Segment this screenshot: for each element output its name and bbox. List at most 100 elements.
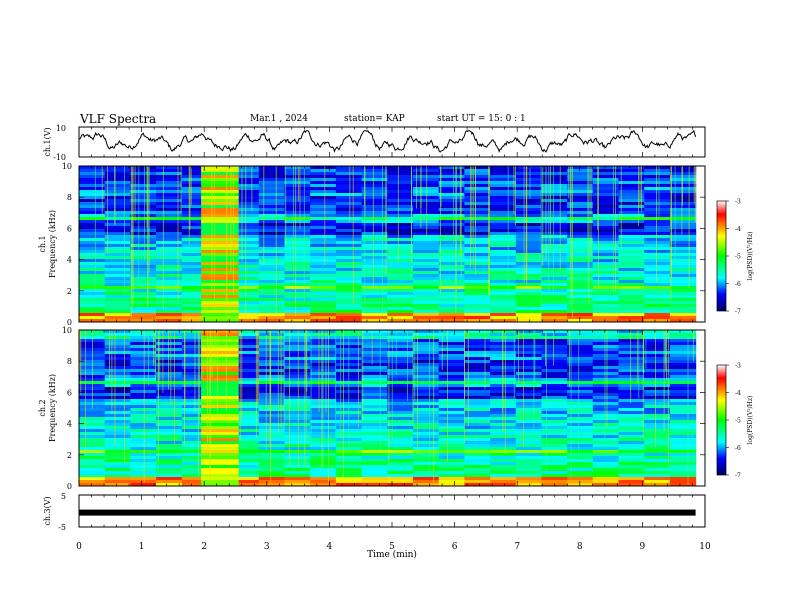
spectrogram-cell: [464, 456, 491, 460]
spectrogram-cell: [156, 396, 183, 400]
spectrogram-cell: [156, 399, 183, 403]
spectrogram-cell: [130, 375, 157, 379]
spectrogram-cell: [258, 396, 286, 400]
spectrogram-cell: [413, 390, 440, 394]
spectrogram-cell: [464, 181, 491, 185]
spectrogram-cell: [592, 196, 620, 200]
spectrogram-cell: [104, 432, 131, 436]
spectrogram-cell: [541, 435, 568, 439]
spectrogram-cell: [284, 333, 311, 337]
spectrogram-cell: [387, 232, 414, 236]
spectrogram-cell: [233, 181, 260, 185]
spectrogram-cell: [644, 459, 671, 463]
spectrogram-cell: [284, 313, 311, 317]
spectrogram-cell: [567, 244, 594, 248]
spectrogram-cell: [310, 250, 337, 254]
spectrogram-cell: [156, 307, 183, 311]
spectrogram-cell: [618, 384, 645, 388]
burst-cell: [201, 468, 239, 472]
spectrogram-cell: [490, 223, 517, 227]
spectrogram-cell: [592, 259, 620, 263]
spectrogram-cell: [387, 211, 414, 215]
colorbar-tick-label: -5: [735, 418, 741, 425]
spectrogram-cell: [258, 438, 286, 442]
spectrogram-cell: [541, 456, 568, 460]
spectrogram-cell: [284, 387, 311, 391]
spectrogram-cell: [130, 241, 157, 245]
spectrogram-cell: [464, 301, 491, 305]
spectrogram-cell: [156, 465, 183, 469]
spectrogram-cell: [310, 298, 337, 302]
spectrogram-cell: [464, 292, 491, 296]
spectrogram-cell: [361, 342, 388, 346]
spectrogram-cell: [541, 184, 568, 188]
spectrogram-cell: [156, 423, 183, 427]
spectrogram-cell: [567, 268, 594, 272]
spectrogram-cell: [644, 214, 671, 218]
spectrogram-cell: [361, 199, 388, 203]
spectrogram-cell: [104, 357, 131, 361]
spectrogram-cell: [258, 202, 286, 206]
spectrogram-cell: [464, 265, 491, 269]
burst-cell: [201, 363, 239, 367]
spectrogram-cell: [335, 301, 363, 305]
spectrogram-cell: [438, 214, 465, 218]
spectrogram-cell: [490, 166, 517, 170]
spectrogram-cell: [361, 283, 388, 287]
spectrogram-cell: [490, 453, 517, 457]
burst-cell: [201, 360, 239, 364]
spectrogram-cell: [592, 310, 620, 314]
spectrogram-cell: [79, 307, 106, 311]
spectrogram-cell: [79, 354, 106, 358]
spectrogram-cell: [618, 286, 645, 290]
spectrogram-cell: [464, 319, 491, 323]
spectrogram-cell: [130, 378, 157, 382]
spectrogram-cell: [104, 435, 131, 439]
spectrogram-cell: [618, 211, 645, 215]
spectrogram-cell: [592, 387, 620, 391]
spectrogram-cell: [567, 447, 594, 451]
spectrogram-cell: [438, 459, 465, 463]
spectrogram-cell: [104, 271, 131, 275]
spectrogram-cell: [130, 393, 157, 397]
spectrogram-cell: [387, 363, 414, 367]
time-tick-label: 3: [264, 542, 270, 552]
spectrogram-cell: [258, 184, 286, 188]
spectrogram-cell: [413, 214, 440, 218]
spectrogram-cell: [592, 175, 620, 179]
spectrogram-cell: [413, 423, 440, 427]
spectrogram-cell: [233, 226, 260, 230]
spectrogram-cell: [669, 420, 697, 424]
spectrogram-cell: [644, 450, 671, 454]
spectrogram-cell: [644, 393, 671, 397]
time-tick-label: 8: [577, 542, 583, 552]
spectrogram-cell: [490, 313, 517, 317]
spectrogram-cell: [515, 202, 543, 206]
spectrogram-cell: [258, 208, 286, 212]
spectrogram-cell: [669, 319, 697, 323]
spectrogram-cell: [284, 423, 311, 427]
spectrogram-cell: [387, 310, 414, 314]
spectrogram-cell: [335, 196, 363, 200]
spectrogram-cell: [618, 235, 645, 239]
spectrogram-cell: [284, 393, 311, 397]
spectrogram-cell: [181, 202, 209, 206]
spectrogram-cell: [284, 184, 311, 188]
spectrogram-cell: [567, 202, 594, 206]
spectrogram-cell: [592, 462, 620, 466]
spectrogram-cell: [387, 447, 414, 451]
spectrogram-cell: [284, 193, 311, 197]
spectrogram-cell: [79, 268, 106, 272]
colorbar-tick-label: -6: [735, 445, 741, 452]
spectrogram-cell: [156, 357, 183, 361]
spectrogram-cell: [233, 375, 260, 379]
spectrogram-cell: [618, 366, 645, 370]
burst-cell: [201, 390, 239, 394]
spectrogram-cell: [361, 360, 388, 364]
spectrogram-cell: [541, 226, 568, 230]
spectrogram-cell: [130, 220, 157, 224]
spectrogram-cell: [490, 274, 517, 278]
spectrogram-cell: [644, 444, 671, 448]
spectrogram-cell: [592, 414, 620, 418]
spectrogram-cell: [79, 438, 106, 442]
